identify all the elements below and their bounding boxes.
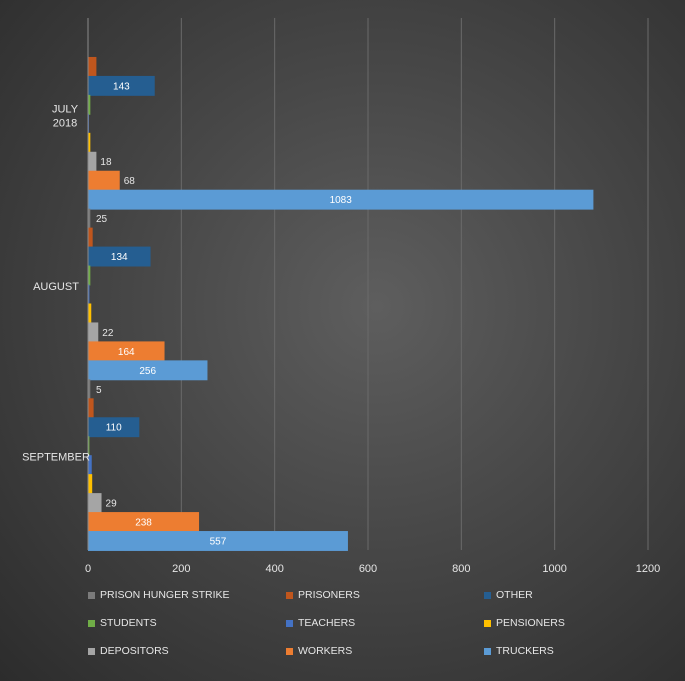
legend-label: PRISONERS bbox=[298, 589, 360, 601]
bar bbox=[88, 208, 91, 229]
bar bbox=[88, 322, 99, 343]
legend-swatch bbox=[88, 647, 95, 655]
legend: PRISON HUNGER STRIKE PRISONERS OTHER STUDEN… bbox=[0, 583, 685, 673]
legend-label: DEPOSITORS bbox=[100, 645, 169, 657]
bar bbox=[88, 512, 200, 532]
value-labels: 143 18 68 1083 25 134 22 164 256 5 110 29 238 557 bbox=[96, 81, 352, 547]
data-label: 238 bbox=[135, 518, 152, 529]
legend-swatch bbox=[286, 591, 293, 599]
legend-label: OTHER bbox=[496, 589, 533, 601]
x-tick-label: 200 bbox=[172, 563, 190, 575]
data-label: 134 bbox=[111, 252, 128, 263]
bar bbox=[88, 151, 97, 172]
x-tick-label: 1200 bbox=[636, 563, 660, 575]
bar bbox=[88, 341, 165, 362]
bar bbox=[88, 474, 93, 495]
bar bbox=[88, 265, 91, 286]
bar bbox=[88, 398, 94, 419]
bar bbox=[88, 360, 208, 381]
legend-item: TEACHERS bbox=[286, 617, 355, 629]
bars bbox=[88, 56, 594, 551]
legend-item: PRISONERS bbox=[286, 589, 360, 601]
bar bbox=[88, 170, 120, 191]
bar bbox=[88, 227, 93, 248]
bar bbox=[88, 303, 92, 324]
data-label: 25 bbox=[96, 214, 108, 225]
data-label: 5 bbox=[96, 385, 102, 396]
bar bbox=[88, 284, 90, 305]
x-tick-label: 600 bbox=[359, 563, 377, 575]
legend-item: WORKERS bbox=[286, 645, 352, 657]
category-label: AUGUST bbox=[33, 281, 79, 293]
legend-swatch bbox=[286, 619, 293, 627]
bar bbox=[88, 75, 155, 96]
data-label: 110 bbox=[106, 423, 122, 434]
legend-item: TRUCKERS bbox=[484, 645, 554, 657]
data-label: 256 bbox=[139, 366, 156, 377]
bar bbox=[88, 246, 151, 267]
data-label: 22 bbox=[102, 328, 114, 339]
bar bbox=[88, 189, 594, 210]
category-label: SEPTEMBER bbox=[22, 452, 90, 464]
legend-swatch bbox=[88, 591, 95, 599]
legend-label: TRUCKERS bbox=[496, 645, 554, 657]
x-tick-label: 800 bbox=[452, 563, 470, 575]
y-axis: JULY 2018 AUGUST SEPTEMBER bbox=[22, 18, 90, 550]
data-label: 557 bbox=[210, 536, 227, 547]
bar bbox=[88, 94, 91, 115]
bar bbox=[88, 493, 102, 514]
legend-item: PENSIONERS bbox=[484, 617, 565, 629]
data-label: 143 bbox=[113, 81, 130, 92]
x-axis-ticks: 0 200 400 600 800 1000 1200 bbox=[85, 563, 660, 575]
data-label: 1083 bbox=[330, 195, 353, 206]
x-tick-label: 400 bbox=[265, 563, 283, 575]
data-label: 164 bbox=[118, 347, 135, 358]
legend-label: PENSIONERS bbox=[496, 617, 565, 629]
bar bbox=[88, 379, 91, 400]
bar bbox=[88, 455, 92, 476]
legend-swatch bbox=[484, 647, 491, 655]
legend-swatch bbox=[484, 619, 491, 627]
legend-label: WORKERS bbox=[298, 645, 353, 657]
legend-swatch bbox=[88, 619, 95, 627]
legend-label: TEACHERS bbox=[298, 617, 356, 629]
bar bbox=[88, 132, 91, 153]
legend-item: PRISON HUNGER STRIKE bbox=[88, 589, 230, 601]
legend-label: PRISON HUNGER STRIKE bbox=[100, 589, 230, 601]
data-label: 68 bbox=[124, 176, 136, 187]
legend-item: STUDENTS bbox=[88, 617, 157, 629]
x-tick-label: 0 bbox=[85, 563, 91, 575]
data-label: 29 bbox=[106, 499, 118, 510]
category-label: JULY 2018 bbox=[52, 103, 79, 129]
bar bbox=[88, 56, 97, 77]
gridlines bbox=[180, 18, 649, 550]
legend-swatch bbox=[484, 591, 491, 599]
x-tick-label: 1000 bbox=[542, 563, 566, 575]
data-label: 18 bbox=[100, 157, 112, 168]
bar bbox=[88, 531, 348, 551]
bar bbox=[88, 417, 140, 438]
legend-swatch bbox=[286, 647, 293, 655]
legend-item: OTHER bbox=[484, 589, 533, 601]
legend-item: DEPOSITORS bbox=[88, 645, 169, 657]
bar bbox=[88, 436, 90, 457]
legend-label: STUDENTS bbox=[100, 617, 157, 629]
